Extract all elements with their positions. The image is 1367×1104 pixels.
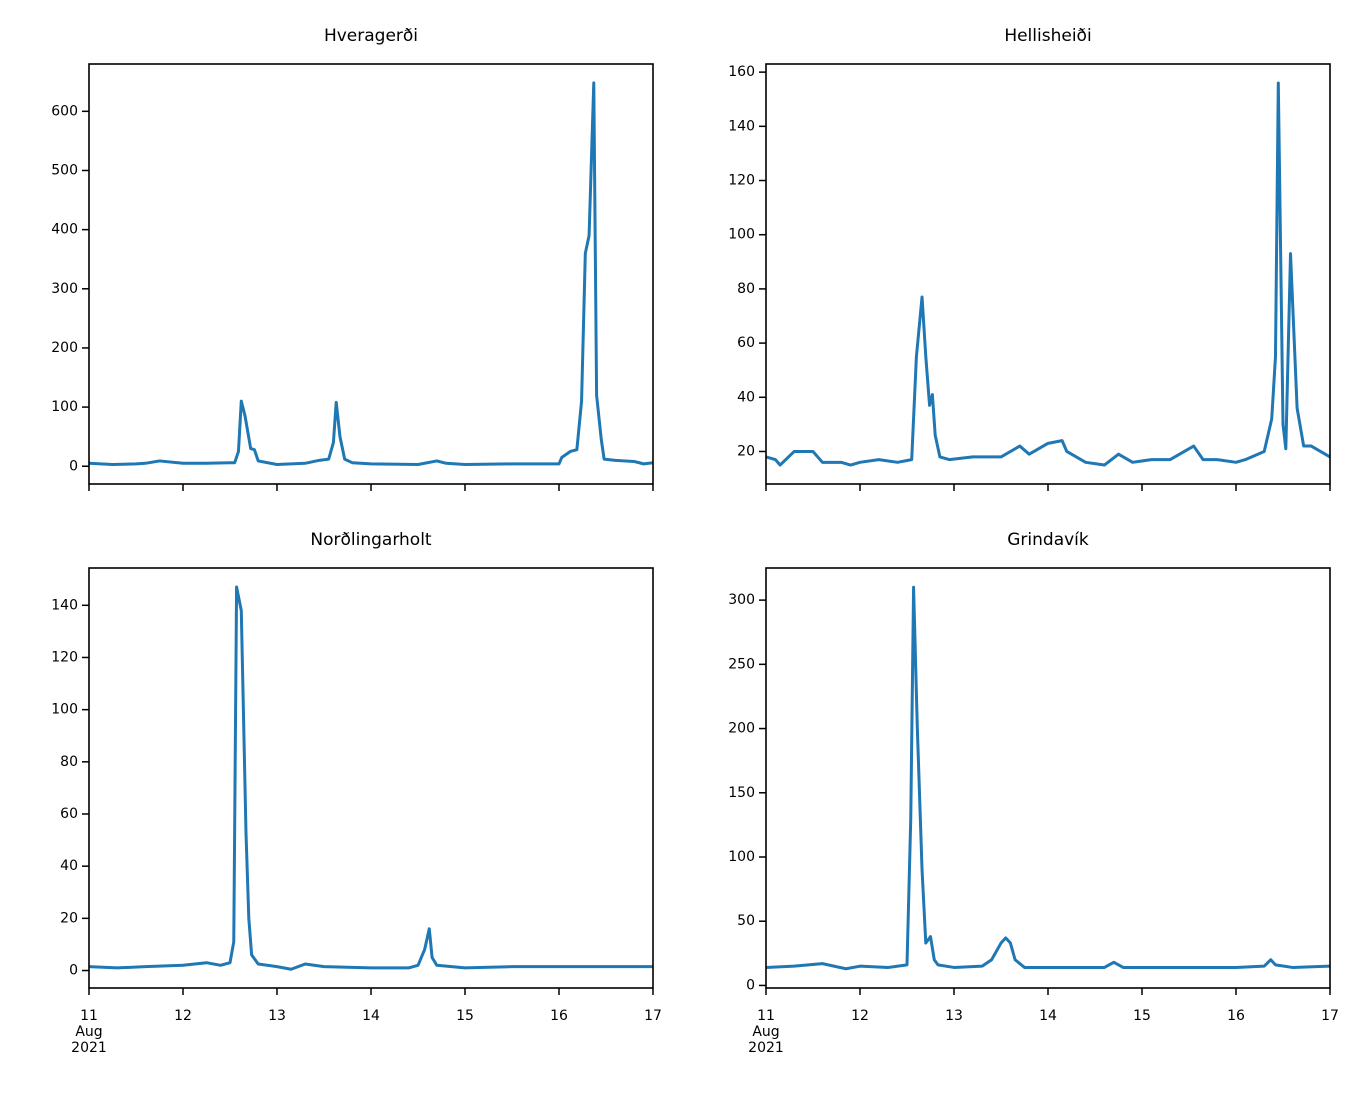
y-tick-label: 140 (728, 118, 755, 134)
y-tick-label: 60 (60, 806, 78, 822)
y-tick-label: 200 (728, 721, 755, 737)
y-tick-label: 50 (737, 913, 755, 929)
data-line (765, 585, 1331, 971)
y-tick-label: 20 (60, 910, 78, 926)
axes-frame (88, 567, 654, 989)
axes-frame (88, 63, 654, 485)
y-tick-label: 400 (51, 222, 78, 238)
x-tick-label: 16 (550, 1008, 568, 1024)
x-tick-label: 11 Aug 2021 (71, 1008, 107, 1057)
y-tick-label: 120 (728, 173, 755, 189)
y-tick-label: 250 (728, 656, 755, 672)
y-tick-label: 40 (737, 389, 755, 405)
y-tick-label: 500 (51, 162, 78, 178)
subplot-title: Hveragerði (324, 26, 418, 46)
x-tick-label: 17 (1321, 1008, 1339, 1024)
y-tick-label: 80 (60, 754, 78, 770)
subplot-title: Norðlingarholt (310, 530, 432, 550)
y-tick-label: 100 (728, 227, 755, 243)
axes-frame (765, 567, 1331, 989)
y-tick-label: 300 (51, 281, 78, 297)
x-tick-label: 14 (1039, 1008, 1057, 1024)
x-tick-label: 14 (362, 1008, 380, 1024)
x-tick-label: 12 (851, 1008, 869, 1024)
x-tick-label: 11 Aug 2021 (748, 1008, 784, 1057)
y-tick-label: 100 (728, 849, 755, 865)
data-line (88, 585, 653, 971)
x-tick-label: 15 (1133, 1008, 1151, 1024)
y-tick-label: 80 (737, 281, 755, 297)
x-tick-label: 12 (174, 1008, 192, 1024)
y-tick-label: 60 (737, 335, 755, 351)
subplot-title: Hellisheiði (1004, 26, 1091, 46)
y-tick-label: 0 (69, 458, 78, 474)
y-tick-label: 120 (51, 649, 78, 665)
x-tick-label: 15 (456, 1008, 474, 1024)
y-tick-label: 140 (51, 597, 78, 613)
x-tick-label: 13 (945, 1008, 963, 1024)
x-tick-label: 16 (1227, 1008, 1245, 1024)
data-line (765, 81, 1331, 467)
y-tick-label: 0 (69, 963, 78, 979)
axes-frame (765, 63, 1331, 485)
y-tick-label: 160 (728, 64, 755, 80)
x-tick-label: 13 (268, 1008, 286, 1024)
y-tick-label: 300 (728, 592, 755, 608)
y-tick-label: 0 (746, 977, 755, 993)
y-tick-label: 100 (51, 399, 78, 415)
y-tick-label: 100 (51, 702, 78, 718)
x-tick-label: 17 (644, 1008, 662, 1024)
y-tick-label: 200 (51, 340, 78, 356)
y-tick-label: 20 (737, 443, 755, 459)
y-tick-label: 600 (51, 103, 78, 119)
y-tick-label: 150 (728, 785, 755, 801)
y-tick-label: 40 (60, 858, 78, 874)
subplot-title: Grindavík (1007, 530, 1089, 550)
data-line (88, 81, 654, 466)
